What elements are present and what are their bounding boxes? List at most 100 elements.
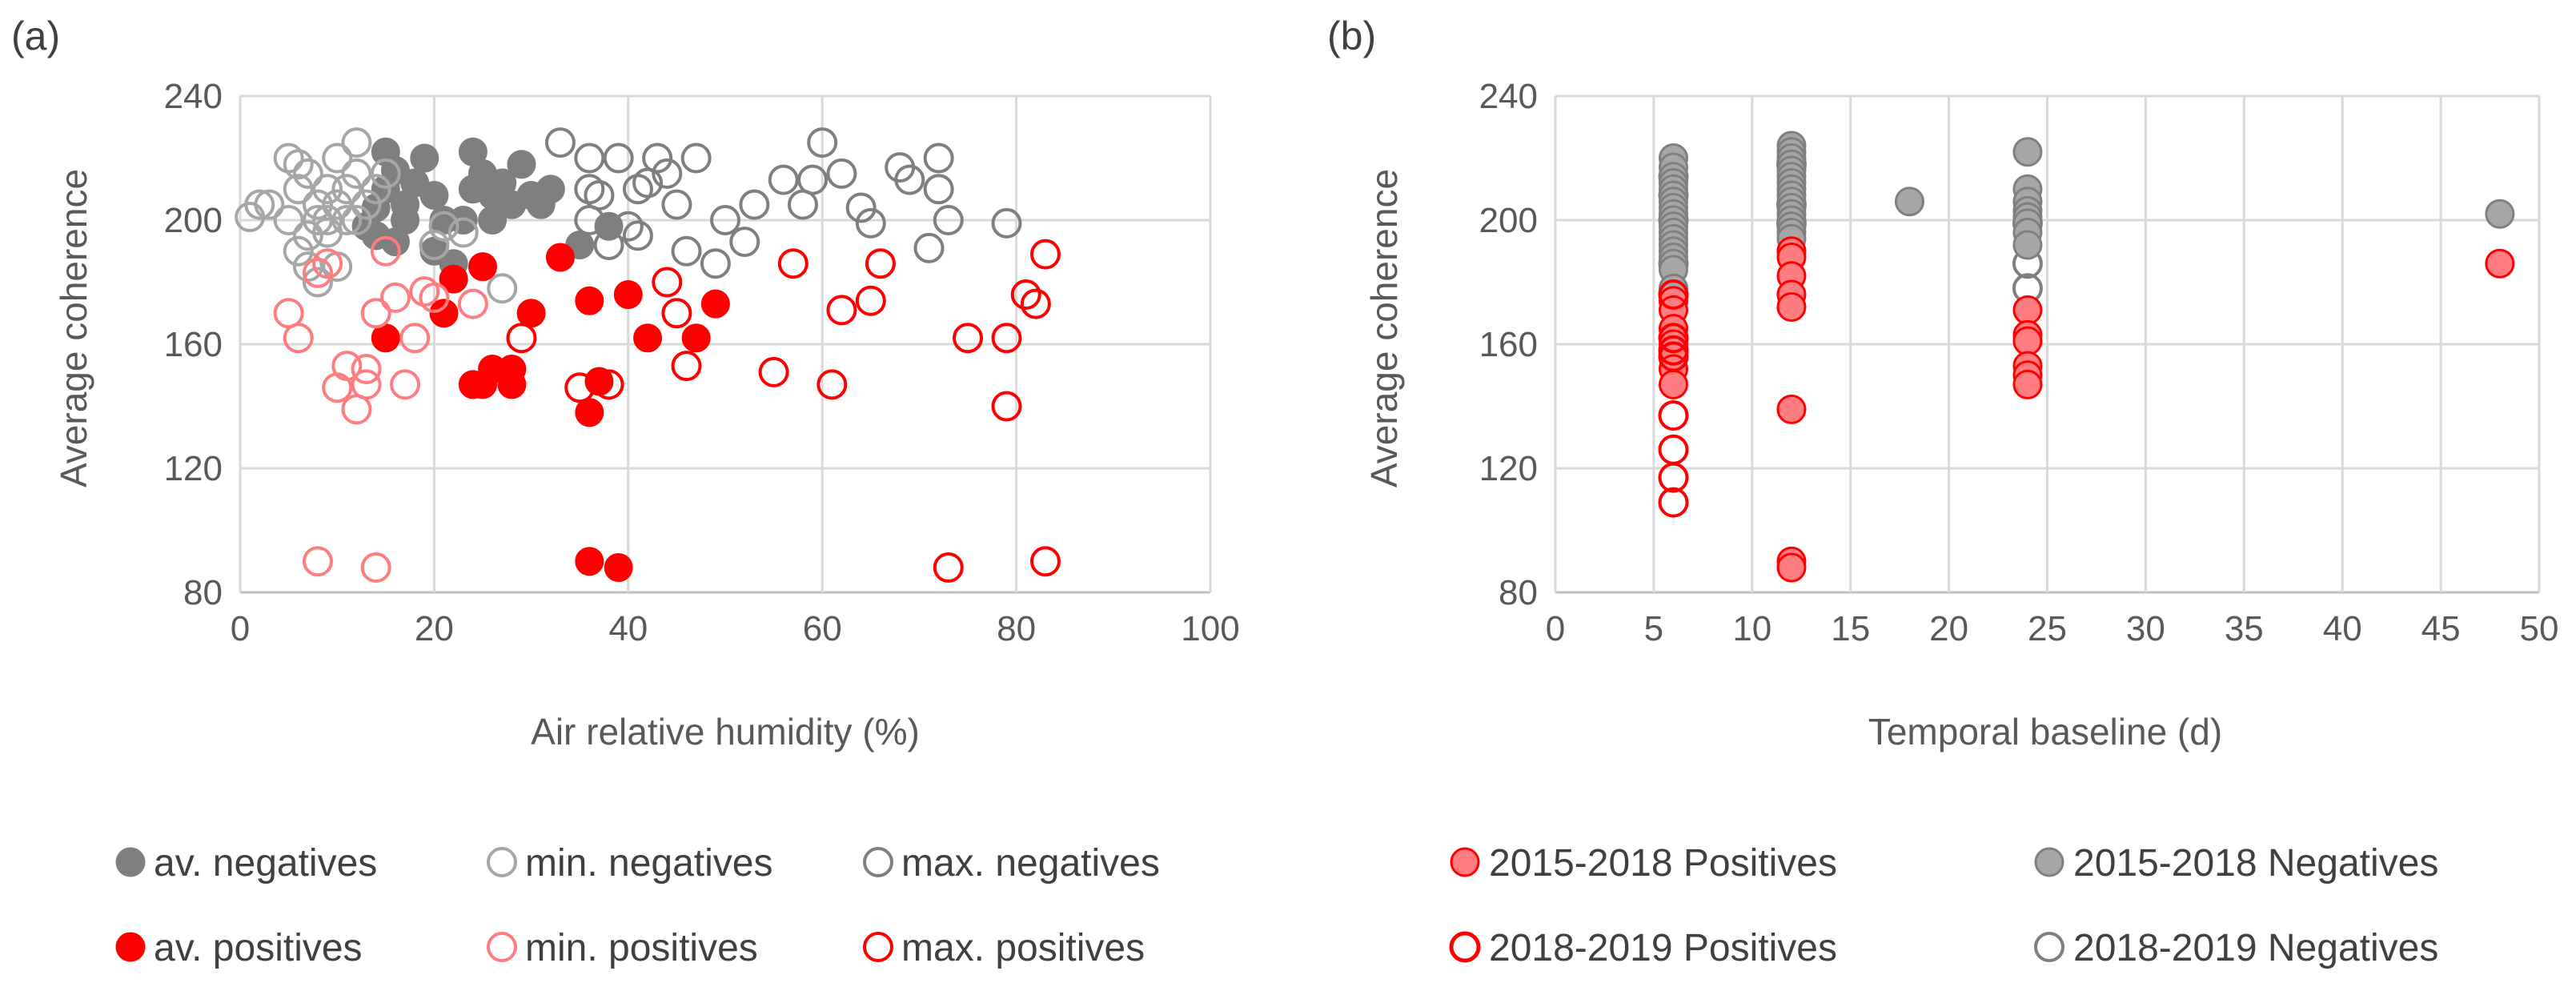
point-2018-2019-positives xyxy=(1658,434,1689,465)
point-max-positives xyxy=(758,356,789,387)
point-max-negatives xyxy=(574,174,605,205)
point-av-positives xyxy=(681,323,711,353)
panel-a-legend: av. negatives min. negatives max. negati… xyxy=(115,842,1160,969)
point-max-negatives xyxy=(933,205,964,235)
point-av-positives xyxy=(613,280,643,309)
point-max-positives xyxy=(671,351,702,382)
point-min-negatives xyxy=(273,205,304,235)
point-min-positives xyxy=(360,552,391,583)
legend-2015-2018-positives-label: 2015-2018 Positives xyxy=(1489,842,1837,885)
point-max-negatives xyxy=(622,220,653,251)
point-min-positives xyxy=(273,298,304,329)
point-min-positives xyxy=(419,282,450,313)
point-min-negatives xyxy=(322,189,353,220)
point-av-positives xyxy=(516,299,546,328)
legend-2018-2019-negatives-label: 2018-2019 Negatives xyxy=(2073,927,2438,969)
panel-b-xtick-label: 0 xyxy=(1546,609,1565,648)
point-min-negatives xyxy=(292,158,323,189)
point-max-negatives xyxy=(787,189,818,220)
series-av-positives xyxy=(371,243,730,582)
panel-a-ytick-label: 120 xyxy=(164,449,223,488)
legend-max-positives-label: max. positives xyxy=(901,927,1145,969)
point-max-positives xyxy=(953,323,983,354)
point-max-negatives xyxy=(729,227,760,258)
point-max-negatives xyxy=(826,158,857,189)
legend-2018-2019-positives-label: 2018-2019 Positives xyxy=(1489,927,1837,969)
point-av-positives xyxy=(497,355,527,383)
point-min-negatives xyxy=(351,189,382,220)
point-max-positives xyxy=(506,323,537,354)
point-min-positives xyxy=(341,394,372,425)
point-max-positives xyxy=(564,372,596,403)
panel-b-label: (b) xyxy=(1327,14,1376,58)
point-min-negatives xyxy=(331,174,363,205)
point-2018-2019-positives xyxy=(1658,487,1689,518)
point-2018-2019-positives xyxy=(1658,462,1689,493)
point-min-negatives xyxy=(302,189,333,220)
point-min-negatives xyxy=(447,217,479,248)
point-max-negatives xyxy=(574,205,605,235)
point-max-negatives xyxy=(700,248,731,279)
legend-max-negatives-marker xyxy=(863,847,893,877)
panel-b-xtick-label: 5 xyxy=(1644,609,1663,648)
point-max-positives xyxy=(1010,279,1041,310)
point-max-positives xyxy=(817,369,848,400)
point-2015-2018-negatives xyxy=(1894,187,1924,217)
point-max-negatives xyxy=(593,230,624,260)
panel-b-points xyxy=(1658,130,2515,583)
point-max-negatives xyxy=(584,180,615,211)
point-min-positives xyxy=(351,369,382,400)
panel-a-ytick-label: 200 xyxy=(164,201,223,240)
panel-b-xtick-label: 45 xyxy=(2422,609,2461,648)
point-max-negatives xyxy=(991,207,1022,239)
point-av-positives xyxy=(633,323,663,353)
point-min-positives xyxy=(302,257,333,288)
panel-b-ytick-label: 240 xyxy=(1479,77,1538,116)
point-max-negatives xyxy=(710,205,740,235)
point-min-negatives xyxy=(312,174,343,205)
point-max-negatives xyxy=(913,232,945,263)
point-min-negatives xyxy=(360,174,391,205)
point-2015-2018-positives xyxy=(2012,326,2043,356)
legend-max-positives-marker xyxy=(863,932,893,962)
point-max-negatives xyxy=(642,142,673,174)
panel-b-ytick-label: 200 xyxy=(1479,201,1538,240)
point-2015-2018-positives xyxy=(2012,369,2043,399)
legend-av-negatives-label: av. negatives xyxy=(154,842,377,885)
panel-a-xtick-label: 20 xyxy=(415,609,454,648)
point-min-negatives xyxy=(312,217,343,248)
point-2015-2018-positives xyxy=(1776,394,1807,424)
panel-b-xtick-label: 15 xyxy=(1831,609,1870,648)
series-min-positives xyxy=(273,235,488,583)
point-min-negatives xyxy=(244,189,275,220)
point-2018-2019-positives xyxy=(1658,279,1689,310)
legend-max-negatives-label: max. negatives xyxy=(901,842,1160,885)
point-av-positives xyxy=(700,289,730,319)
panel-a-chart: (a) 80 120 160 200 240 0 20 40 60 80 100 Air relat… xyxy=(11,14,1240,752)
point-max-negatives xyxy=(855,207,886,239)
point-max-positives xyxy=(1029,546,1061,577)
legend-min-positives-label: min. positives xyxy=(525,927,758,969)
panel-b-legend: 2015-2018 Positives 2015-2018 Negatives … xyxy=(1449,842,2438,969)
point-av-negatives xyxy=(478,206,508,235)
point-max-positives xyxy=(593,369,624,400)
panel-b-chart: (b) 80 120 160 200 240 0 5 10 15 20 25 30 35 40 45 50 T… xyxy=(1327,14,2558,752)
legend-min-positives-marker xyxy=(487,932,517,962)
point-max-negatives xyxy=(923,142,954,174)
panel-b-ytick-label: 120 xyxy=(1479,449,1538,488)
point-min-negatives xyxy=(273,142,304,174)
point-min-negatives xyxy=(292,251,323,283)
point-2015-2018-negatives xyxy=(2485,199,2515,229)
point-av-negatives xyxy=(536,175,565,204)
panel-a-label: (a) xyxy=(11,14,60,58)
panel-b-tick-labels: 80 120 160 200 240 0 5 10 15 20 25 30 35 40 45 50 xyxy=(1479,77,2559,648)
point-min-negatives xyxy=(322,142,353,174)
series-max-positives xyxy=(506,239,1061,583)
point-min-negatives xyxy=(283,174,314,205)
panel-a-xtick-label: 100 xyxy=(1181,609,1239,648)
point-min-negatives xyxy=(302,267,333,298)
series-max-negatives xyxy=(544,127,1022,279)
point-av-negatives xyxy=(419,236,449,266)
point-2015-2018-positives xyxy=(1658,369,1688,399)
point-min-positives xyxy=(399,323,431,354)
